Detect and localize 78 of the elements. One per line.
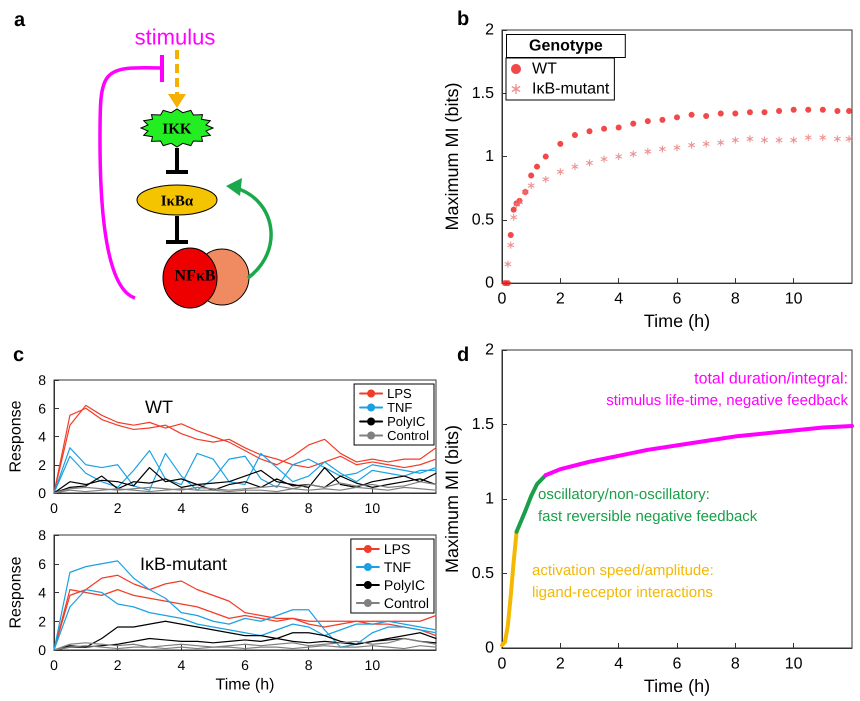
annotation: IκB-mutant [140,554,228,574]
x-tick-label: 4 [177,657,186,673]
legend-label: TNF [384,559,412,575]
annotation: activation speed/amplitude: [532,562,714,579]
legend-label: IκB-mutant [532,80,610,98]
annotation: stimulus life-time, negative feedback [606,392,848,409]
x-tick-label: 10 [784,656,803,672]
annotation: WT [145,397,173,417]
legend-title: Genotype [529,38,603,54]
x-tick-label: 4 [614,656,624,672]
x-tick-label: 10 [364,500,380,516]
x-tick-label: 8 [304,500,313,516]
annotation: oscillatory/non-oscillatory: [538,486,710,503]
legend-label: TNF [387,400,412,415]
x-tick-label: 8 [730,290,740,308]
y-tick-label: 4 [38,428,46,444]
x-tick-label: 0 [498,290,507,308]
y-tick-label: 1 [485,148,494,166]
text: IκBα [160,193,194,210]
y-axis-title: Response [8,556,24,629]
x-tick-label: 0 [498,656,507,672]
x-tick-label: 4 [614,290,624,308]
x-tick-label: 6 [672,656,682,672]
x-axis-title: Time (h) [644,676,710,696]
text: NFκB [174,268,216,285]
x-tick-label: 6 [241,500,250,516]
legend-label: LPS [387,386,412,401]
x-tick-label: 4 [177,500,186,516]
y-axis-title: Maximum MI (bits) [442,82,462,231]
x-axis-title: Time (h) [644,311,710,331]
legend-label: Control [384,595,430,611]
text: IKK [162,121,192,138]
chart-title: c [13,344,24,366]
chart-title: d [457,344,470,366]
y-tick-label: 1.5 [472,84,494,102]
y-tick-label: 8 [38,527,46,543]
y-tick-label: 2 [485,22,494,38]
y-tick-label: 6 [38,556,46,572]
y-axis-title: Response [8,400,24,473]
x-tick-label: 0 [50,500,58,516]
y-tick-label: 2 [38,613,46,630]
annotation: total duration/integral: [694,370,848,388]
y-tick-label: 0 [485,640,494,656]
legend-label: WT [532,60,558,78]
x-tick-label: 8 [730,656,740,672]
y-tick-label: 0.5 [472,211,494,228]
y-tick-label: 0 [38,485,46,501]
annotation: fast reversible negative feedback [538,508,758,525]
chart-title: b [457,8,470,30]
x-tick-label: 6 [672,290,682,308]
y-tick-label: 2 [485,342,494,358]
x-axis-title: Time (h) [216,676,274,694]
text: stimulus [134,24,216,50]
legend-label: PolyIC [384,577,426,593]
y-tick-label: 2 [38,456,46,473]
y-tick-label: 0 [485,274,494,292]
y-tick-label: 4 [38,584,46,600]
x-tick-label: 6 [241,657,250,673]
x-tick-label: 2 [114,657,122,673]
y-axis-title: Maximum MI (bits) [442,425,462,573]
y-tick-label: 0 [38,642,46,658]
y-tick-label: 6 [38,400,46,416]
x-tick-label: 8 [304,657,313,673]
legend-label: Control [387,428,430,443]
x-tick-label: 10 [364,657,380,673]
x-tick-label: 2 [114,500,122,516]
x-tick-label: 0 [50,657,58,673]
x-tick-label: 2 [556,290,565,308]
legend-label: LPS [384,541,410,557]
legend-label: PolyIC [387,414,426,429]
y-tick-label: 0.5 [472,565,494,582]
y-tick-label: 1 [485,490,494,508]
text: a [14,9,26,31]
x-tick-label: 10 [784,290,803,308]
annotation: ligand-receptor interactions [532,584,713,601]
y-tick-label: 8 [38,372,46,388]
x-tick-label: 2 [556,656,565,672]
y-tick-label: 1.5 [472,416,494,433]
